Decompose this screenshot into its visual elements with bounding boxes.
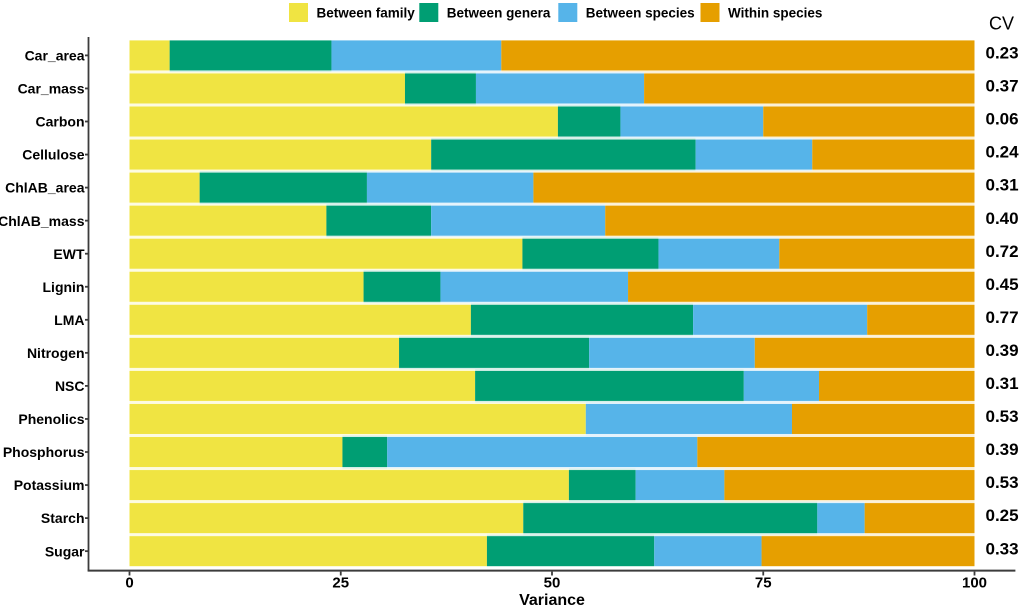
- svg-text:0.33: 0.33: [986, 539, 1019, 558]
- svg-text:NSC: NSC: [55, 378, 85, 394]
- svg-text:0.53: 0.53: [986, 473, 1019, 492]
- svg-text:0.53: 0.53: [986, 407, 1019, 426]
- svg-text:100: 100: [962, 575, 987, 592]
- svg-text:0.39: 0.39: [986, 341, 1019, 360]
- svg-text:0.77: 0.77: [986, 308, 1019, 327]
- svg-text:EWT: EWT: [53, 246, 85, 262]
- svg-text:0.45: 0.45: [986, 275, 1019, 294]
- svg-text:0.25: 0.25: [986, 506, 1019, 525]
- svg-text:Variance: Variance: [519, 592, 585, 608]
- svg-text:Between species: Between species: [586, 5, 695, 20]
- svg-text:0.23: 0.23: [986, 44, 1019, 63]
- svg-text:LMA: LMA: [54, 312, 84, 328]
- svg-text:75: 75: [755, 575, 772, 592]
- svg-text:Carbon: Carbon: [36, 114, 85, 130]
- svg-text:Car_mass: Car_mass: [18, 81, 85, 97]
- svg-text:0.39: 0.39: [986, 440, 1019, 459]
- svg-text:0.31: 0.31: [986, 374, 1019, 393]
- svg-text:Car_area: Car_area: [25, 48, 85, 64]
- svg-text:0: 0: [125, 575, 133, 592]
- svg-text:Cellulose: Cellulose: [22, 147, 84, 163]
- svg-text:Between family: Between family: [317, 5, 416, 20]
- svg-text:50: 50: [544, 575, 561, 592]
- svg-text:0.31: 0.31: [986, 176, 1019, 195]
- svg-text:ChlAB_mass: ChlAB_mass: [0, 213, 85, 229]
- svg-text:ChlAB_area: ChlAB_area: [5, 180, 85, 196]
- svg-text:Starch: Starch: [41, 510, 85, 526]
- svg-text:0.40: 0.40: [986, 209, 1019, 228]
- svg-text:0.37: 0.37: [986, 77, 1019, 96]
- svg-text:Within species: Within species: [728, 5, 822, 20]
- svg-text:Phosphorus: Phosphorus: [3, 444, 85, 460]
- svg-text:25: 25: [332, 575, 349, 592]
- svg-text:0.72: 0.72: [986, 242, 1019, 261]
- svg-text:Nitrogen: Nitrogen: [27, 345, 85, 361]
- svg-text:0.06: 0.06: [986, 110, 1019, 129]
- svg-text:Phenolics: Phenolics: [18, 411, 84, 427]
- svg-text:Sugar: Sugar: [45, 543, 85, 559]
- svg-text:Between genera: Between genera: [447, 5, 551, 20]
- svg-text:Potassium: Potassium: [14, 477, 85, 493]
- svg-text:Lignin: Lignin: [43, 279, 85, 295]
- svg-text:0.24: 0.24: [986, 143, 1020, 162]
- svg-text:CV: CV: [989, 14, 1014, 34]
